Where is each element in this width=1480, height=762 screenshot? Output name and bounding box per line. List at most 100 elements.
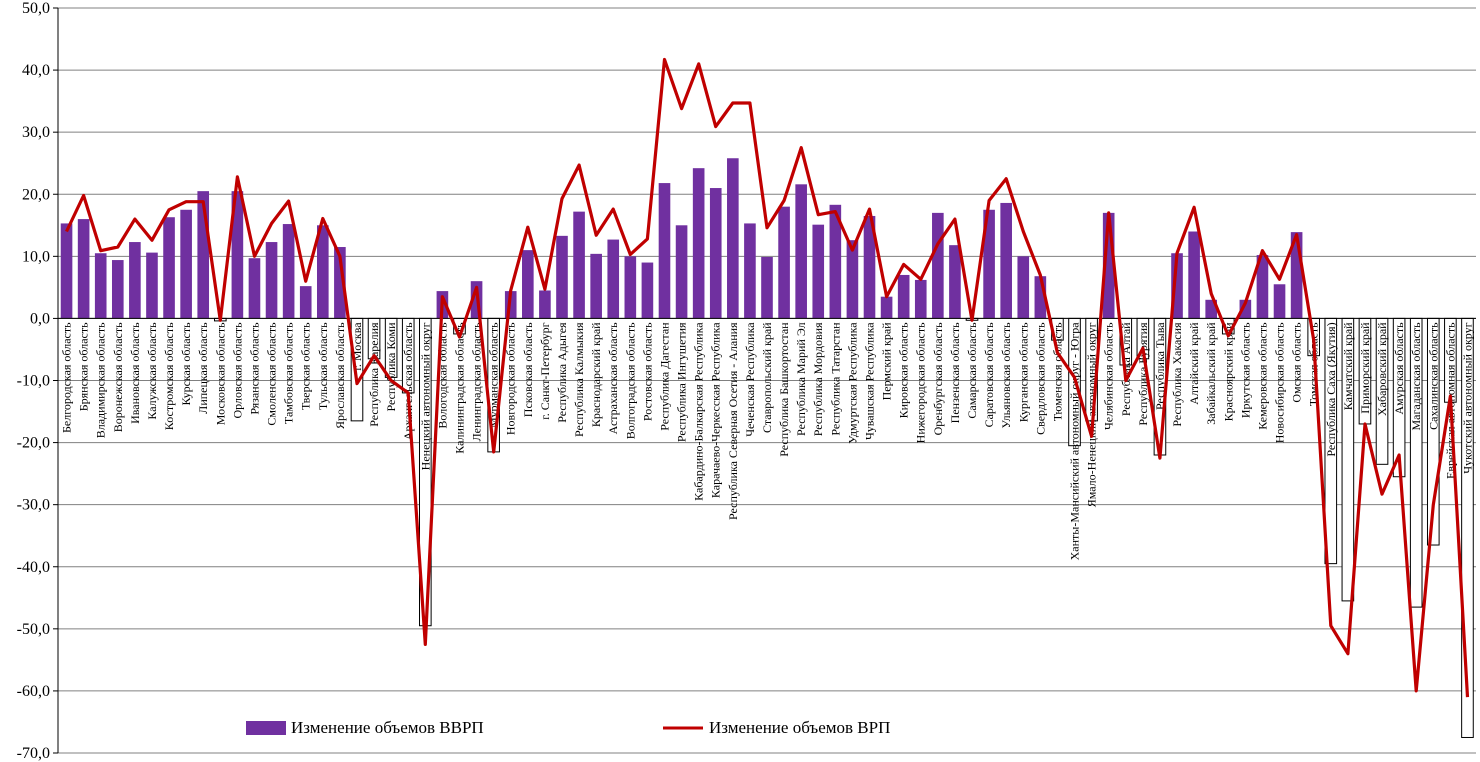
category-label: Республика Адыгея [555,322,569,423]
bar [180,209,192,319]
legend-line-label: Изменение объемов ВРП [709,718,890,737]
bar [744,223,756,319]
category-label: Псковская область [521,322,535,417]
y-tick-label: -70,0 [17,745,50,762]
category-label: г. Санкт-Петербург [538,322,552,419]
y-axis-ticks: 50,0 40,0 30,0 20,0 10,0 0,0 -10,0 -20,0 -30,0 -4… [17,0,50,762]
category-label: Ульяновская область [999,322,1013,429]
bar [897,274,910,319]
y-tick-label: 20,0 [22,186,50,203]
category-label: Рязанская область [247,322,261,415]
bar [949,245,961,319]
bar [624,256,637,319]
bar [607,239,620,319]
category-label: Чувашская Республика [863,322,877,440]
y-tick-label: 40,0 [22,62,50,79]
y-tick-label: 50,0 [22,0,50,17]
category-label: Сахалинская область [1426,322,1440,430]
bar [829,204,842,319]
category-label: Республика Марий Эл [794,322,808,436]
bar [1290,232,1303,319]
category-label: Тульская область [316,322,330,410]
category-label: Орловская область [230,322,244,419]
category-label: Челябинская область [1102,322,1116,430]
bar [709,188,722,319]
category-label: Чеченская Республика [743,322,757,437]
category-label: Ленинградская область [470,322,484,442]
category-label: Чукотский автономный округ [1460,322,1474,473]
category-label: Пермский край [880,322,894,401]
bar [1205,299,1218,319]
legend-bar-swatch [246,721,286,735]
category-label: Алтайский край [1187,322,1201,405]
y-tick-label: -50,0 [17,621,50,638]
category-label: Московская область [213,322,227,425]
y-tick-label: -30,0 [17,497,50,514]
category-label: Хабаровский край [1375,322,1389,416]
category-label: Тверская область [299,322,313,410]
category-label: Краснодарский край [589,322,603,427]
legend-bar-label: Изменение объемов ВВРП [291,718,484,737]
category-label: Оренбургская область [931,322,945,435]
category-label: Костромская область [162,322,176,430]
bar [1171,253,1183,319]
bar [573,211,585,319]
category-label: Новгородская область [504,322,518,435]
bar [556,235,568,319]
category-label: Республика Бурятия [1136,322,1150,426]
category-label: Красноярский край [1221,322,1235,422]
category-label: Республика Татарстан [828,322,842,436]
category-label: Мурманская область [487,322,501,428]
category-label: Удмуртская Республика [845,322,859,444]
category-label: Ставропольский край [760,322,774,433]
category-label: Самарская область [965,322,979,419]
category-label: Брянская область [77,322,91,411]
category-label: Воронежская область [111,322,125,432]
bar [880,296,893,319]
category-labels: Белгородская область Брянская область Влад… [60,322,1475,561]
bar [163,217,175,319]
bar [265,242,278,319]
y-tick-label: 0,0 [30,310,50,327]
category-label: Пензенская область [948,322,962,423]
category-label: Нижегородская область [914,322,928,443]
category-label: Ивановская область [128,322,142,424]
category-label: Ямало-Ненецкий автономный округ [1085,322,1099,507]
bar [334,247,346,319]
y-tick-label: -10,0 [17,373,50,390]
category-label: Волгоградская область [623,322,637,439]
bar [197,191,210,319]
category-label: Республика Калмыкия [572,322,586,437]
bar [1000,202,1012,319]
category-label: Республика Карелия [367,322,381,427]
y-tick-label: -60,0 [17,683,50,700]
bar [983,209,995,319]
category-label: Республика Северная Осетия - Алания [726,322,740,520]
bar [1034,276,1047,319]
category-label: Тамбовская область [282,322,296,424]
bar [316,225,329,319]
category-label: Камчатский край [1341,322,1355,410]
bar [863,215,876,319]
bar [248,258,261,319]
bar [94,253,107,319]
bar [1102,212,1115,319]
category-label: Ханты-Мансийский автономный округ - Югра [1068,322,1082,561]
category-label: Новосибирская область [1273,322,1287,443]
bar [658,183,671,319]
bar [111,260,124,319]
category-label: Республика Башкортостан [777,322,791,457]
bar [590,253,602,319]
category-label: Республика Ингушетия [675,322,689,442]
bar [1188,231,1200,319]
category-label: Республика Хакасия [1170,322,1184,427]
bar [641,262,654,319]
category-label: Владимирская область [94,322,108,438]
category-label: Республика Саха (Якутия) [1324,322,1338,456]
category-label: Свердловская область [1033,322,1047,435]
bar [675,225,688,319]
category-label: Астраханская область [606,322,620,435]
bar [1239,299,1252,319]
category-label: Приморский край [1358,322,1372,414]
y-tick-label: -20,0 [17,435,50,452]
